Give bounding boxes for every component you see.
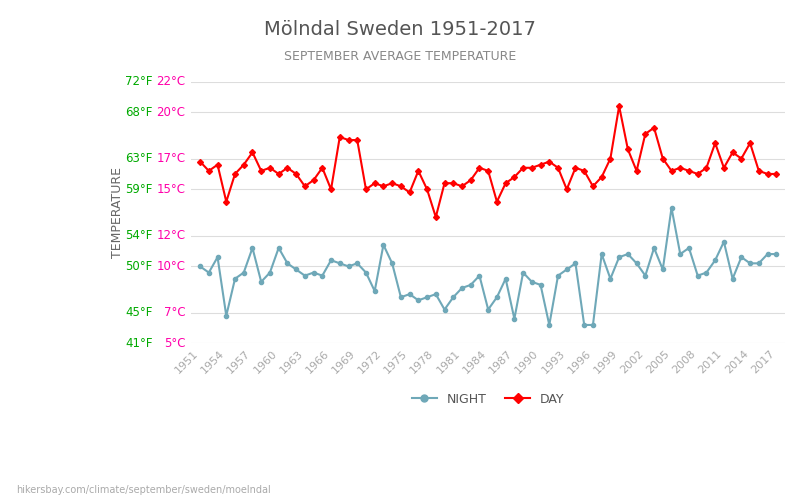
DAY xyxy=(650,124,659,130)
Text: 50°F: 50°F xyxy=(126,260,153,273)
DAY xyxy=(195,158,205,164)
DAY xyxy=(265,165,274,171)
Legend: NIGHT, DAY: NIGHT, DAY xyxy=(406,388,570,410)
Text: 10°C: 10°C xyxy=(157,260,186,273)
NIGHT xyxy=(666,205,676,211)
Text: 20°C: 20°C xyxy=(157,106,186,119)
Text: 54°F: 54°F xyxy=(126,229,153,242)
NIGHT xyxy=(771,251,781,257)
DAY xyxy=(614,103,624,109)
Text: 7°C: 7°C xyxy=(164,306,186,319)
DAY xyxy=(466,177,475,183)
Text: hikersbay.com/climate/september/sweden/moelndal: hikersbay.com/climate/september/sweden/m… xyxy=(16,485,270,495)
NIGHT xyxy=(545,322,554,328)
NIGHT xyxy=(265,270,274,276)
Line: NIGHT: NIGHT xyxy=(198,206,778,327)
Text: 17°C: 17°C xyxy=(156,152,186,165)
DAY xyxy=(239,162,249,168)
Text: 22°C: 22°C xyxy=(156,75,186,88)
Text: 63°F: 63°F xyxy=(126,152,153,165)
NIGHT xyxy=(195,264,205,270)
Text: SEPTEMBER AVERAGE TEMPERATURE: SEPTEMBER AVERAGE TEMPERATURE xyxy=(284,50,516,63)
Text: 15°C: 15°C xyxy=(157,183,186,196)
Line: DAY: DAY xyxy=(198,104,778,219)
Y-axis label: TEMPERATURE: TEMPERATURE xyxy=(111,167,124,258)
DAY xyxy=(737,156,746,162)
Text: 12°C: 12°C xyxy=(156,229,186,242)
NIGHT xyxy=(737,254,746,260)
NIGHT xyxy=(641,272,650,278)
NIGHT xyxy=(457,285,466,291)
Text: Mölndal Sweden 1951-2017: Mölndal Sweden 1951-2017 xyxy=(264,20,536,39)
Text: 5°C: 5°C xyxy=(164,337,186,350)
DAY xyxy=(431,214,441,220)
DAY xyxy=(771,171,781,177)
Text: 45°F: 45°F xyxy=(126,306,153,319)
Text: 41°F: 41°F xyxy=(126,337,153,350)
NIGHT xyxy=(239,270,249,276)
NIGHT xyxy=(431,291,441,297)
Text: 68°F: 68°F xyxy=(126,106,153,119)
Text: 72°F: 72°F xyxy=(126,75,153,88)
DAY xyxy=(440,180,450,186)
Text: 59°F: 59°F xyxy=(126,183,153,196)
